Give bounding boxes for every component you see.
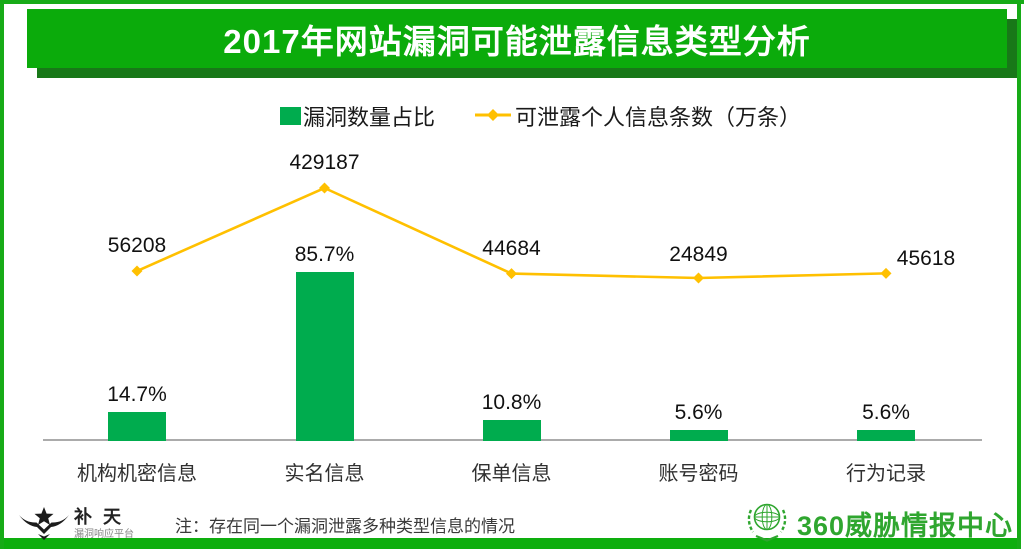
frame-border-top — [0, 0, 1024, 4]
frame-bottom-bar — [4, 538, 1017, 549]
bar-series-swatch-icon — [280, 107, 301, 125]
frame-border-right — [1017, 0, 1021, 549]
brand-360-wordmark: 360威胁情报中心 — [797, 511, 1014, 541]
butian-subtitle: 漏洞响应平台 — [74, 529, 134, 540]
chart-legend: 漏洞数量占比 可泄露个人信息条数（万条） — [280, 100, 801, 132]
line-point-marker — [506, 268, 517, 280]
leak-count-line — [136, 186, 887, 280]
footnote: 注：存在同一个漏洞泄露多种类型信息的情况 — [175, 517, 515, 536]
bar-value-label: 10.8% — [481, 391, 542, 414]
category-label: 保单信息 — [471, 463, 552, 485]
line-point-marker — [319, 182, 330, 194]
line-value-label: 429187 — [289, 151, 360, 174]
bar-4 — [669, 430, 728, 441]
category-label: 实名信息 — [284, 463, 365, 485]
bar-value-label: 5.6% — [862, 401, 910, 424]
brand-360-logo-icon — [744, 498, 790, 549]
bar-value-label: 5.6% — [674, 401, 723, 424]
category-label: 账号密码 — [658, 463, 739, 485]
bar-value-label: 14.7% — [107, 383, 167, 406]
bar-1 — [108, 412, 166, 441]
line-point-marker — [693, 272, 704, 284]
butian-logo-icon — [18, 505, 70, 546]
page-title: 2017年网站漏洞可能泄露信息类型分析 — [223, 22, 811, 60]
bar-3 — [482, 420, 541, 441]
legend-item-line: 可泄露个人信息条数（万条） — [473, 100, 801, 132]
title-banner: 2017年网站漏洞可能泄露信息类型分析 — [27, 9, 1007, 68]
bar-2 — [295, 272, 354, 441]
legend-bars-label: 漏洞数量占比 — [303, 105, 436, 130]
frame-border-left — [0, 0, 4, 549]
line-point-marker — [131, 265, 143, 277]
legend-item-bars: 漏洞数量占比 — [280, 100, 435, 132]
category-label: 机构机密信息 — [77, 463, 197, 485]
butian-name: 补 天 — [74, 507, 125, 527]
line-value-label: 24849 — [669, 243, 728, 266]
line-value-label: 45618 — [896, 247, 956, 271]
category-label: 行为记录 — [846, 463, 926, 485]
line-value-label: 56208 — [107, 234, 167, 258]
bar-value-label: 85.7% — [294, 243, 355, 266]
line-series-marker-icon — [473, 103, 513, 129]
bar-5 — [857, 430, 915, 441]
line-value-label: 44684 — [482, 236, 541, 260]
butian-wordmark: 补 天 漏洞响应平台 — [74, 508, 134, 540]
legend-line-label: 可泄露个人信息条数（万条） — [515, 105, 802, 130]
